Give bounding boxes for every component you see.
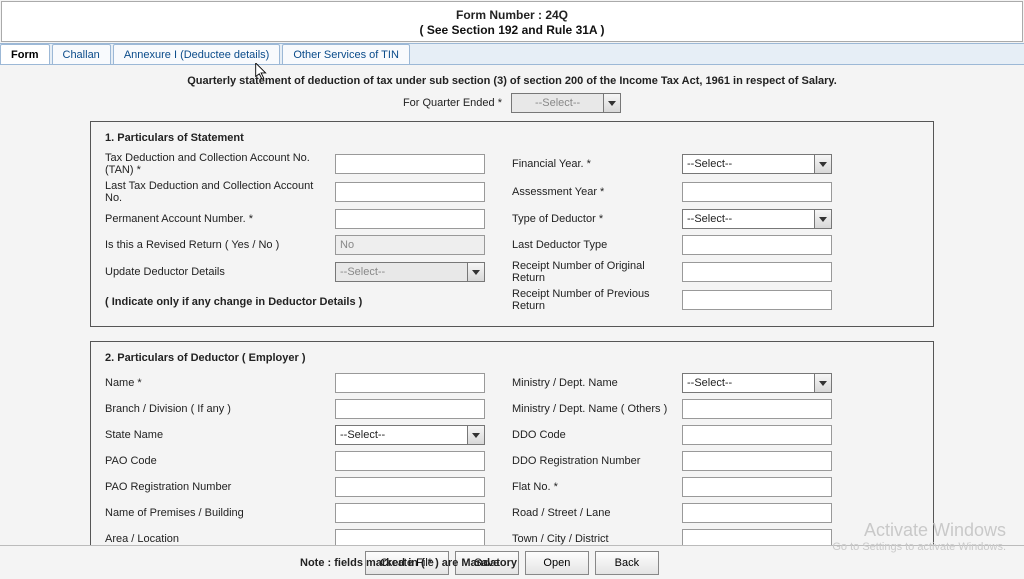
name-label: Name *: [105, 377, 335, 389]
last-tan-label: Last Tax Deduction and Collection Accoun…: [105, 180, 335, 204]
branch-label: Branch / Division ( If any ): [105, 403, 335, 415]
last-tan-input[interactable]: [335, 182, 485, 202]
ddo-code-input[interactable]: [682, 425, 832, 445]
quarter-select[interactable]: --Select--: [511, 93, 621, 113]
receipt-previous-label: Receipt Number of Previous Return: [512, 288, 682, 312]
revised-return-input: [335, 235, 485, 255]
pan-label: Permanent Account Number. *: [105, 213, 335, 225]
flat-no-label: Flat No. *: [512, 481, 682, 493]
section2-title: 2. Particulars of Deductor ( Employer ): [105, 352, 919, 364]
tab-bar: Form Challan Annexure I (Deductee detail…: [0, 43, 1024, 65]
pao-code-label: PAO Code: [105, 455, 335, 467]
name-input[interactable]: [335, 373, 485, 393]
premises-label: Name of Premises / Building: [105, 507, 335, 519]
quarter-row: For Quarter Ended * --Select--: [10, 93, 1014, 113]
pao-reg-input[interactable]: [335, 477, 485, 497]
last-deductor-type-input[interactable]: [682, 235, 832, 255]
tab-challan[interactable]: Challan: [52, 44, 111, 64]
update-deductor-label: Update Deductor Details: [105, 266, 335, 278]
receipt-original-label: Receipt Number of Original Return: [512, 260, 682, 284]
flat-no-input[interactable]: [682, 477, 832, 497]
chevron-down-icon: [603, 94, 620, 112]
tab-form[interactable]: Form: [0, 44, 50, 64]
section-particulars-deductor: 2. Particulars of Deductor ( Employer ) …: [90, 341, 934, 545]
deductor-type-label: Type of Deductor *: [512, 213, 682, 225]
assessment-year-input[interactable]: [682, 182, 832, 202]
ministry-others-label: Ministry / Dept. Name ( Others ): [512, 403, 682, 415]
pao-code-input[interactable]: [335, 451, 485, 471]
chevron-down-icon: [467, 263, 484, 281]
chevron-down-icon: [814, 210, 831, 228]
tab-other-services[interactable]: Other Services of TIN: [282, 44, 410, 64]
statement-description: Quarterly statement of deduction of tax …: [10, 75, 1014, 87]
form-title: Form Number : 24Q: [2, 8, 1022, 22]
branch-input[interactable]: [335, 399, 485, 419]
pao-reg-label: PAO Registration Number: [105, 481, 335, 493]
section1-note: ( Indicate only if any change in Deducto…: [105, 296, 362, 308]
pan-input[interactable]: [335, 209, 485, 229]
ddo-reg-label: DDO Registration Number: [512, 455, 682, 467]
form-subtitle: ( See Section 192 and Rule 31A ): [2, 23, 1022, 37]
chevron-down-icon: [814, 155, 831, 173]
tan-input[interactable]: [335, 154, 485, 174]
receipt-previous-input[interactable]: [682, 290, 832, 310]
update-deductor-select: --Select--: [335, 262, 485, 282]
town-label: Town / City / District: [512, 533, 682, 545]
form-header: Form Number : 24Q ( See Section 192 and …: [1, 1, 1023, 42]
mandatory-note: Note : fields marked in ( * ) are Mandat…: [300, 557, 517, 569]
tan-label: Tax Deduction and Collection Account No.…: [105, 152, 335, 176]
ddo-code-label: DDO Code: [512, 429, 682, 441]
road-label: Road / Street / Lane: [512, 507, 682, 519]
state-select[interactable]: --Select--: [335, 425, 485, 445]
bottom-toolbar: Note : fields marked in ( * ) are Mandat…: [0, 545, 1024, 579]
road-input[interactable]: [682, 503, 832, 523]
ministry-label: Ministry / Dept. Name: [512, 377, 682, 389]
town-input[interactable]: [682, 529, 832, 545]
premises-input[interactable]: [335, 503, 485, 523]
form-content: Quarterly statement of deduction of tax …: [0, 65, 1024, 545]
ddo-reg-input[interactable]: [682, 451, 832, 471]
assessment-year-label: Assessment Year *: [512, 186, 682, 198]
state-label: State Name: [105, 429, 335, 441]
area-label: Area / Location: [105, 533, 335, 545]
financial-year-label: Financial Year. *: [512, 158, 682, 170]
financial-year-select[interactable]: --Select--: [682, 154, 832, 174]
ministry-others-input[interactable]: [682, 399, 832, 419]
section-particulars-statement: 1. Particulars of Statement Tax Deductio…: [90, 121, 934, 327]
section1-title: 1. Particulars of Statement: [105, 132, 919, 144]
receipt-original-input[interactable]: [682, 262, 832, 282]
revised-return-label: Is this a Revised Return ( Yes / No ): [105, 239, 335, 251]
last-deductor-type-label: Last Deductor Type: [512, 239, 682, 251]
back-button[interactable]: Back: [595, 551, 659, 575]
chevron-down-icon: [467, 426, 484, 444]
area-input[interactable]: [335, 529, 485, 545]
ministry-select[interactable]: --Select--: [682, 373, 832, 393]
open-button[interactable]: Open: [525, 551, 589, 575]
tab-annexure[interactable]: Annexure I (Deductee details): [113, 44, 281, 64]
deductor-type-select[interactable]: --Select--: [682, 209, 832, 229]
quarter-label: For Quarter Ended *: [403, 97, 502, 109]
chevron-down-icon: [814, 374, 831, 392]
